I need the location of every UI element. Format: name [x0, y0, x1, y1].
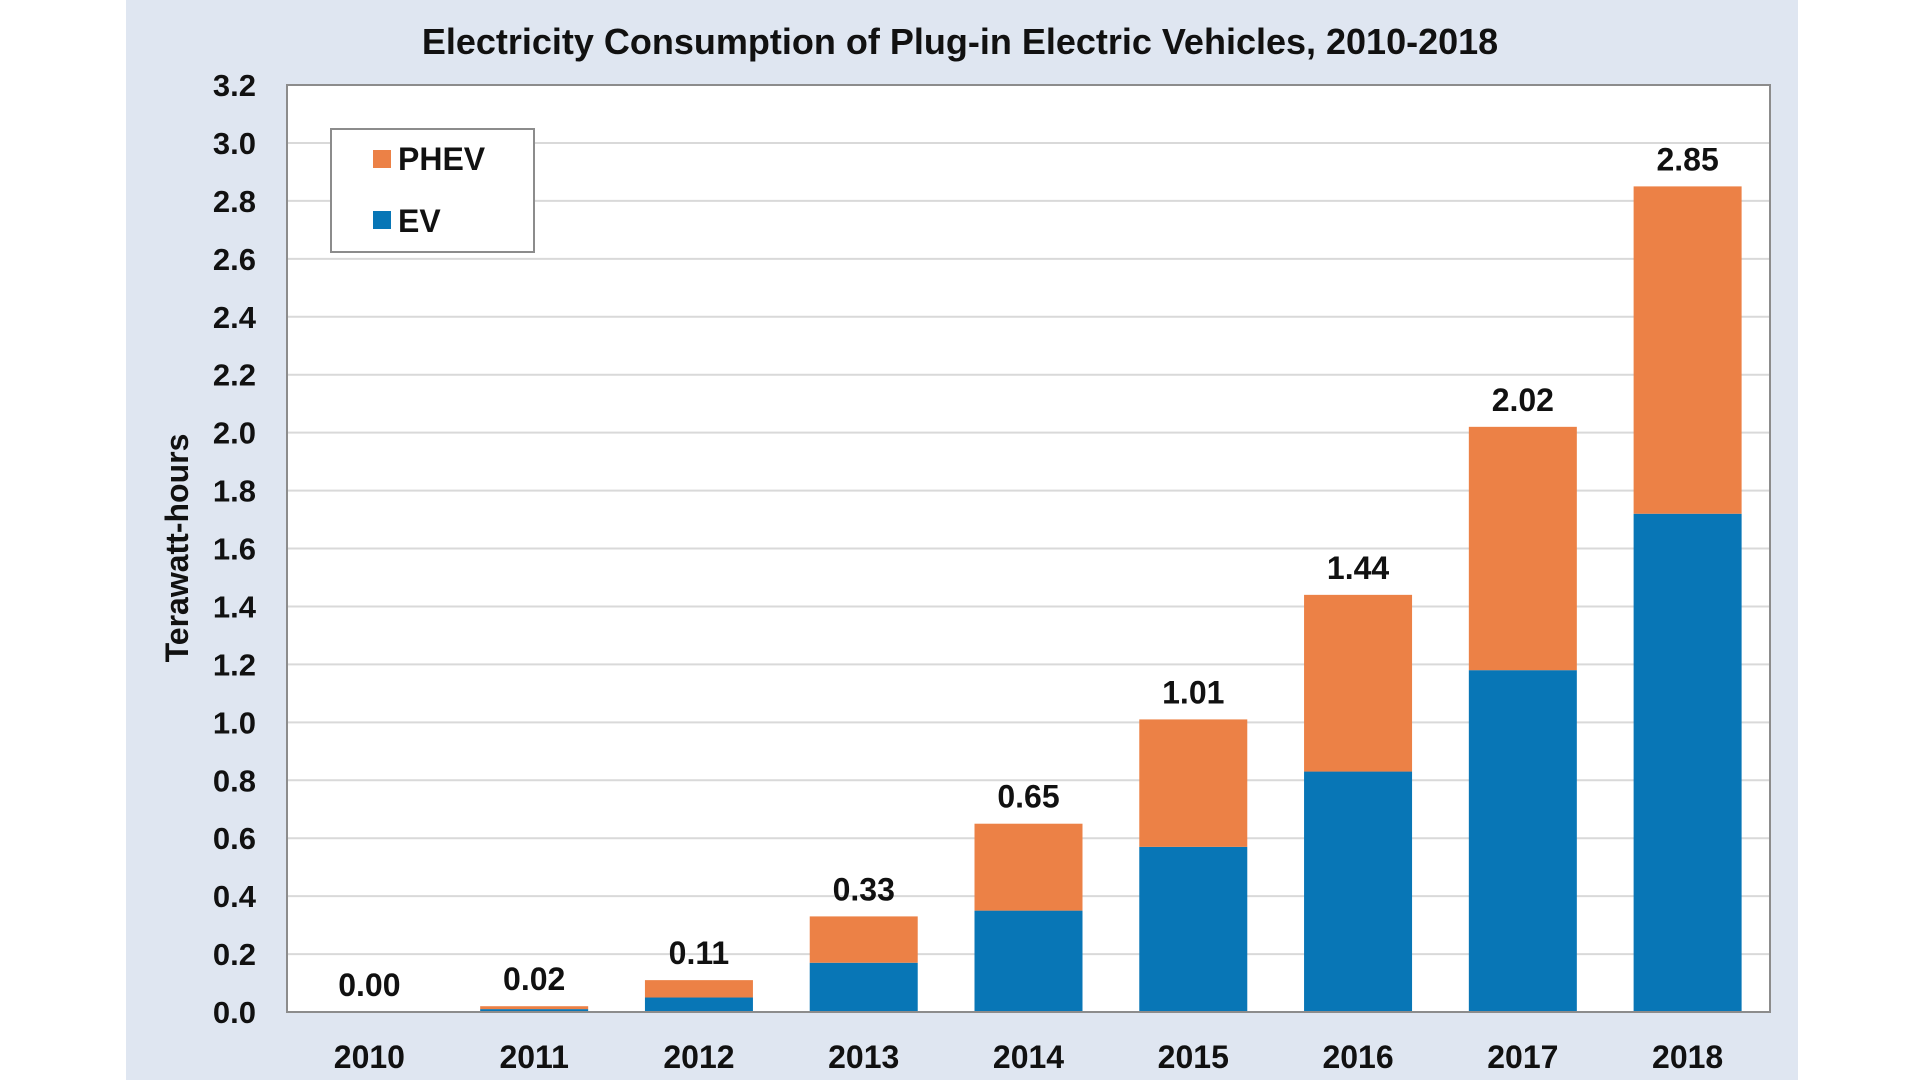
bar-ev-2014 [974, 910, 1083, 1012]
bar-ev-2016 [1304, 771, 1413, 1012]
total-label-2011: 0.02 [503, 961, 565, 997]
legend-label-phev: PHEV [398, 141, 486, 177]
y-tick-label: 0.2 [213, 937, 256, 972]
y-tick-label: 0.8 [213, 763, 256, 798]
chart-title: Electricity Consumption of Plug-in Elect… [422, 21, 1498, 62]
y-tick-label: 0.4 [213, 879, 257, 914]
y-tick-label: 2.2 [213, 358, 256, 393]
bar-phev-2014 [974, 823, 1083, 911]
legend-swatch-ev [373, 211, 391, 229]
bar-ev-2015 [1139, 846, 1248, 1012]
x-axis-ticks: 2010 2011 2012 2013 2014 2015 2016 2017 2018 [334, 1039, 1723, 1075]
bar-phev-2011 [480, 1006, 589, 1010]
total-label-2017: 2.02 [1492, 382, 1554, 418]
y-tick-label: 2.0 [213, 416, 256, 451]
y-tick-label: 3.2 [213, 68, 256, 103]
y-tick-label: 0.0 [213, 995, 256, 1030]
y-tick-label: 1.8 [213, 474, 256, 509]
y-tick-label: 1.6 [213, 532, 256, 567]
y-axis-label: Terawatt-hours [159, 434, 195, 663]
y-tick-label: 2.4 [213, 300, 257, 335]
total-label-2010: 0.00 [338, 967, 400, 1003]
bar-ev-2017 [1468, 670, 1577, 1012]
legend-box [330, 128, 535, 253]
y-tick-label: 1.0 [213, 705, 256, 740]
bar-ev-2011 [480, 1009, 589, 1012]
total-label-2013: 0.33 [833, 871, 895, 907]
bar-phev-2018 [1633, 186, 1742, 514]
total-label-2018: 2.85 [1656, 141, 1718, 177]
bar-phev-2016 [1304, 594, 1413, 772]
y-tick-label: 2.6 [213, 242, 256, 277]
plot-frame [286, 84, 1771, 1013]
bar-ev-2018 [1633, 513, 1742, 1012]
total-label-2015: 1.01 [1162, 674, 1224, 710]
total-labels: 0.00 0.02 0.11 0.33 0.65 1.01 1.44 2.02 2.85 [338, 141, 1719, 1003]
legend-label-ev: EV [398, 203, 441, 239]
x-tick-label-2010: 2010 [334, 1039, 405, 1075]
bars [480, 186, 1742, 1012]
total-label-2016: 1.44 [1327, 550, 1389, 586]
x-tick-label-2018: 2018 [1652, 1039, 1723, 1075]
legend-swatch-phev [373, 150, 391, 168]
bar-ev-2012 [644, 997, 753, 1012]
total-label-2012: 0.11 [669, 935, 730, 971]
bar-phev-2015 [1139, 719, 1248, 847]
x-tick-label-2011: 2011 [499, 1039, 568, 1075]
x-tick-label-2014: 2014 [993, 1039, 1064, 1075]
y-tick-label: 1.2 [213, 647, 256, 682]
x-tick-label-2012: 2012 [663, 1039, 734, 1075]
y-axis-ticks: 0.0 0.2 0.4 0.6 0.8 1.0 1.2 1.4 1.6 1.8 2.0 2.2 2.4 2… [213, 68, 257, 1030]
x-tick-label-2016: 2016 [1322, 1039, 1393, 1075]
total-label-2014: 0.65 [997, 779, 1059, 815]
y-tick-label: 1.4 [213, 589, 257, 624]
y-tick-label: 3.0 [213, 126, 256, 161]
legend: PHEV EV [330, 128, 535, 253]
x-tick-label-2013: 2013 [828, 1039, 899, 1075]
bar-phev-2012 [644, 980, 753, 998]
bar-phev-2017 [1468, 426, 1577, 671]
bar-ev-2013 [809, 962, 918, 1012]
x-tick-label-2017: 2017 [1487, 1039, 1558, 1075]
x-tick-label-2015: 2015 [1158, 1039, 1229, 1075]
y-tick-label: 0.6 [213, 821, 256, 856]
y-tick-label: 2.8 [213, 184, 256, 219]
bar-phev-2013 [809, 916, 918, 963]
